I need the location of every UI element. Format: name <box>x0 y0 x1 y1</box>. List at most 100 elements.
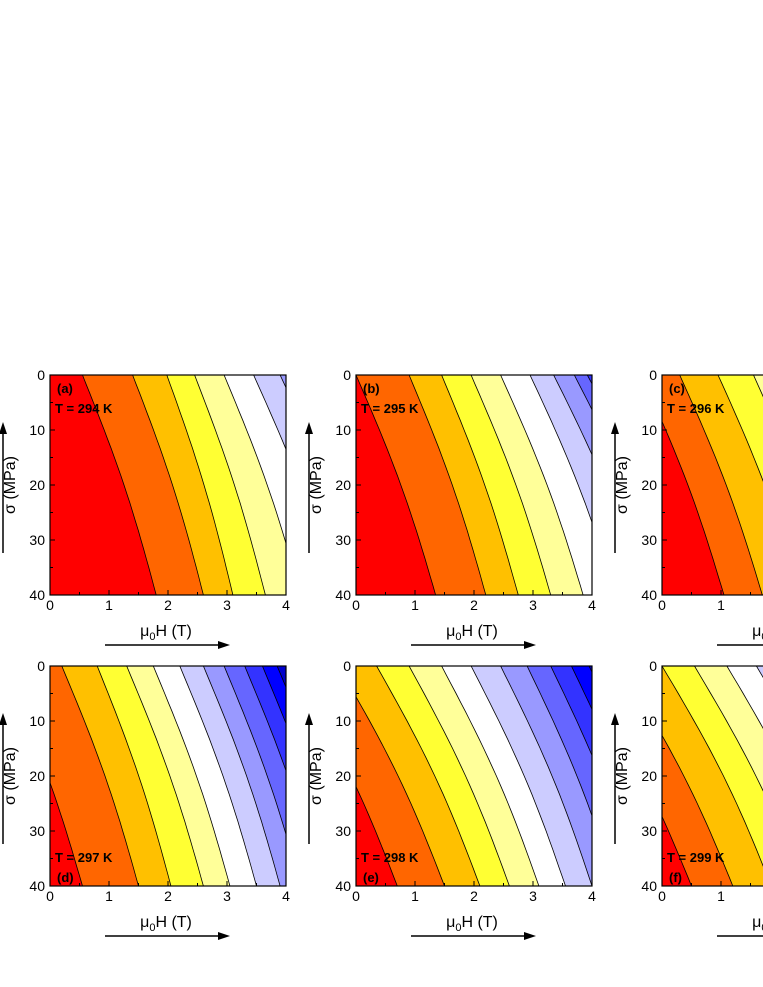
contour-line <box>441 666 540 886</box>
contour-regions <box>50 375 286 595</box>
y-axis-label: σ (MPa) <box>614 747 631 805</box>
y-tick-label: 10 <box>29 713 45 729</box>
temperature-annotation: T = 299 K <box>667 850 725 865</box>
temperature-annotation: T = 296 K <box>667 401 725 416</box>
x-tick-label: 0 <box>46 888 54 904</box>
y-tick-label: 30 <box>29 532 45 548</box>
arrow-head <box>611 713 619 725</box>
contour-line <box>526 666 592 817</box>
y-tick-label: 0 <box>343 658 351 674</box>
temperature-annotation: T = 295 K <box>361 401 419 416</box>
band-fill <box>356 786 398 886</box>
band-fill <box>50 782 83 886</box>
contour-line <box>132 375 204 595</box>
x-tick-label: 4 <box>282 597 290 613</box>
x-tick-label: 2 <box>164 597 172 613</box>
y-tick-label: 30 <box>29 823 45 839</box>
x-tick-label: 1 <box>717 597 725 613</box>
x-tick-label: 4 <box>282 888 290 904</box>
contour-line <box>126 666 204 886</box>
x-axis-label: μ0H (T) <box>140 914 192 934</box>
temperature-annotation: T = 294 K <box>55 401 113 416</box>
y-tick-label: 40 <box>335 878 351 894</box>
y-tick-label: 40 <box>641 878 657 894</box>
contour-line <box>166 375 234 595</box>
y-tick-label: 40 <box>29 587 45 603</box>
y-tick-label: 10 <box>641 422 657 438</box>
contour-line <box>152 666 231 886</box>
contour-line <box>203 666 281 886</box>
contour-line <box>500 666 592 886</box>
y-axis-label: σ (MPa) <box>614 456 631 514</box>
y-tick-label: 30 <box>641 823 657 839</box>
band-fill <box>662 421 724 595</box>
contour-line <box>408 666 510 886</box>
y-tick-label: 20 <box>335 477 351 493</box>
contour-line <box>662 666 763 867</box>
band-fill <box>50 375 157 595</box>
x-tick-label: 3 <box>529 888 537 904</box>
y-tick-label: 10 <box>335 713 351 729</box>
contour-line <box>223 666 286 836</box>
y-tick-label: 20 <box>29 477 45 493</box>
band-fill <box>662 735 733 886</box>
arrow-head <box>0 422 7 434</box>
x-tick-label: 2 <box>164 888 172 904</box>
x-tick-label: 0 <box>46 597 54 613</box>
y-axis-label: σ (MPa) <box>308 456 325 514</box>
contour-line <box>96 666 172 886</box>
y-tick-label: 40 <box>29 878 45 894</box>
arrow-head <box>0 713 7 725</box>
temperature-annotation: T = 297 K <box>55 850 113 865</box>
x-tick-label: 0 <box>658 597 666 613</box>
panel-letter: (f) <box>669 870 682 885</box>
x-tick-label: 1 <box>105 888 113 904</box>
y-tick-label: 30 <box>335 532 351 548</box>
contour-line <box>726 666 763 729</box>
contour-line <box>82 375 157 595</box>
arrow-head <box>218 641 230 649</box>
contour-line <box>550 666 592 757</box>
y-tick-label: 0 <box>37 658 45 674</box>
arrow-head <box>524 932 536 940</box>
contour-regions <box>662 666 763 886</box>
y-tick-label: 40 <box>641 587 657 603</box>
x-tick-label: 3 <box>529 597 537 613</box>
contour-line <box>529 375 592 524</box>
arrow-head <box>305 422 313 434</box>
y-tick-label: 10 <box>29 422 45 438</box>
contour-line <box>679 375 763 595</box>
x-axis-label: μ0H (T) <box>140 623 192 643</box>
x-tick-label: 3 <box>223 888 231 904</box>
arrow-head <box>611 422 619 434</box>
contour-line <box>553 375 592 456</box>
contour-line <box>194 375 266 595</box>
contour-regions <box>662 375 763 595</box>
arrow-head <box>524 641 536 649</box>
contour-line <box>356 696 445 886</box>
x-tick-label: 4 <box>588 597 596 613</box>
y-tick-label: 10 <box>335 422 351 438</box>
y-tick-label: 0 <box>343 367 351 383</box>
y-tick-label: 10 <box>641 713 657 729</box>
x-tick-label: 1 <box>717 888 725 904</box>
y-axis-label: σ (MPa) <box>2 456 19 514</box>
contour-line <box>50 781 83 886</box>
y-tick-label: 0 <box>37 367 45 383</box>
y-tick-label: 20 <box>641 768 657 784</box>
y-tick-label: 0 <box>649 367 657 383</box>
x-tick-label: 1 <box>105 597 113 613</box>
contour-line <box>662 815 692 886</box>
x-axis-label: μ0H (T) <box>752 623 763 643</box>
x-tick-label: 0 <box>658 888 666 904</box>
temperature-annotation: T = 298 K <box>361 850 419 865</box>
contour-line <box>61 666 139 886</box>
panel-letter: (b) <box>363 381 380 396</box>
y-tick-label: 20 <box>641 477 657 493</box>
x-tick-label: 4 <box>588 888 596 904</box>
y-axis-label: σ (MPa) <box>2 747 19 805</box>
